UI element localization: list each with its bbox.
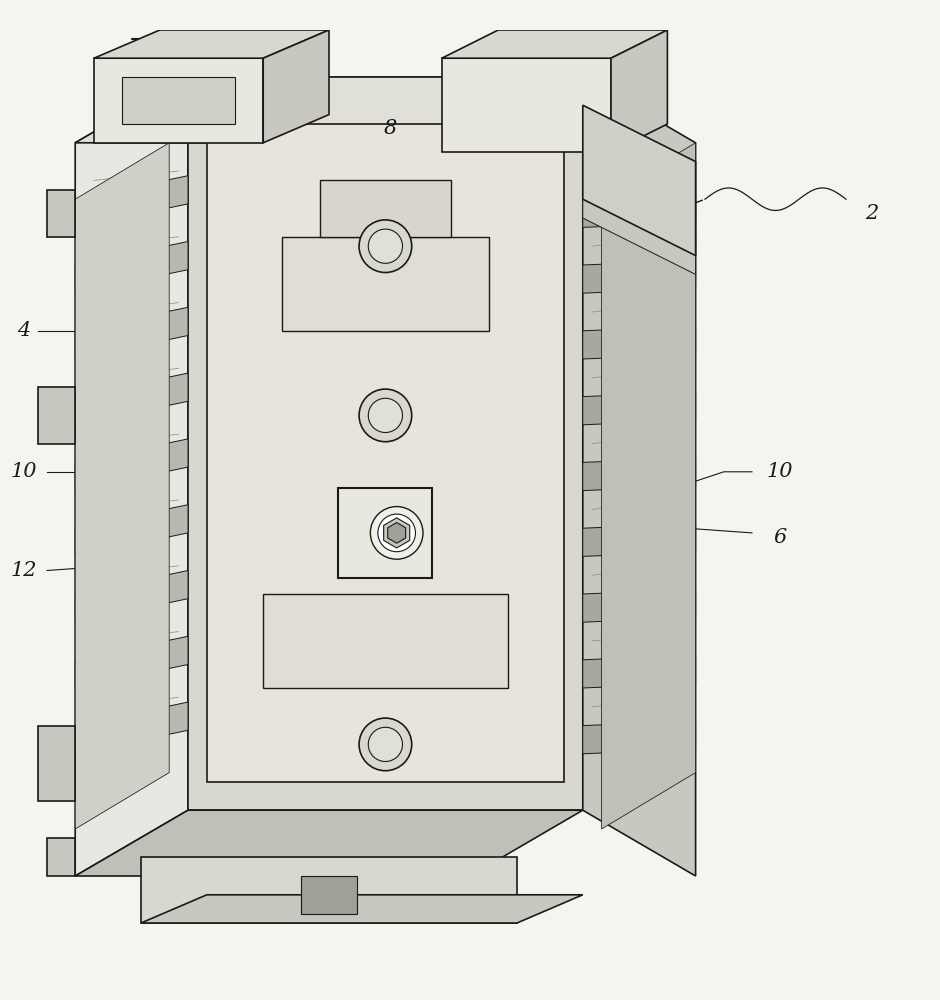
Polygon shape [75,77,583,143]
Polygon shape [75,505,188,556]
Polygon shape [583,77,696,876]
Polygon shape [141,895,583,923]
Polygon shape [263,594,508,688]
Polygon shape [282,237,489,331]
Polygon shape [583,326,696,359]
Polygon shape [75,176,188,227]
Polygon shape [75,702,188,754]
Polygon shape [38,387,75,444]
Text: 6: 6 [774,528,787,547]
Polygon shape [602,143,696,829]
Text: 8': 8' [268,119,287,138]
Text: 8: 8 [384,119,397,138]
Text: 10: 10 [10,462,37,481]
Polygon shape [188,77,583,810]
Polygon shape [442,30,667,58]
Polygon shape [583,105,696,256]
Polygon shape [75,307,188,359]
Circle shape [368,398,402,433]
Polygon shape [207,124,564,782]
Circle shape [378,514,415,552]
Circle shape [368,727,402,762]
Polygon shape [583,655,696,688]
Polygon shape [47,190,75,237]
Polygon shape [94,58,263,143]
Polygon shape [75,636,188,688]
Circle shape [359,389,412,442]
Polygon shape [38,726,75,801]
Polygon shape [320,180,451,237]
Polygon shape [263,30,329,143]
Polygon shape [94,30,329,58]
Polygon shape [141,857,517,923]
Polygon shape [583,194,696,227]
Polygon shape [384,518,410,548]
Circle shape [359,220,412,273]
Polygon shape [75,143,169,829]
Polygon shape [301,876,357,914]
Polygon shape [47,838,75,876]
Polygon shape [75,810,583,876]
Polygon shape [611,30,667,152]
Text: 2: 2 [865,204,878,223]
Circle shape [359,718,412,771]
Polygon shape [75,373,188,425]
Polygon shape [387,523,406,543]
Text: 10: 10 [767,462,793,481]
Text: 8": 8" [630,195,651,213]
Polygon shape [75,439,188,491]
Polygon shape [75,77,188,876]
Polygon shape [75,241,188,293]
Polygon shape [338,488,432,578]
Text: 4: 4 [17,321,30,340]
Polygon shape [583,524,696,556]
Polygon shape [583,392,696,425]
Polygon shape [583,589,696,622]
Polygon shape [75,570,188,622]
Polygon shape [122,77,235,124]
Polygon shape [583,458,696,491]
Circle shape [370,507,423,559]
Polygon shape [583,260,696,293]
Circle shape [368,229,402,263]
Polygon shape [583,721,696,754]
Polygon shape [442,58,611,152]
Text: 12: 12 [10,561,37,580]
Polygon shape [583,180,696,274]
